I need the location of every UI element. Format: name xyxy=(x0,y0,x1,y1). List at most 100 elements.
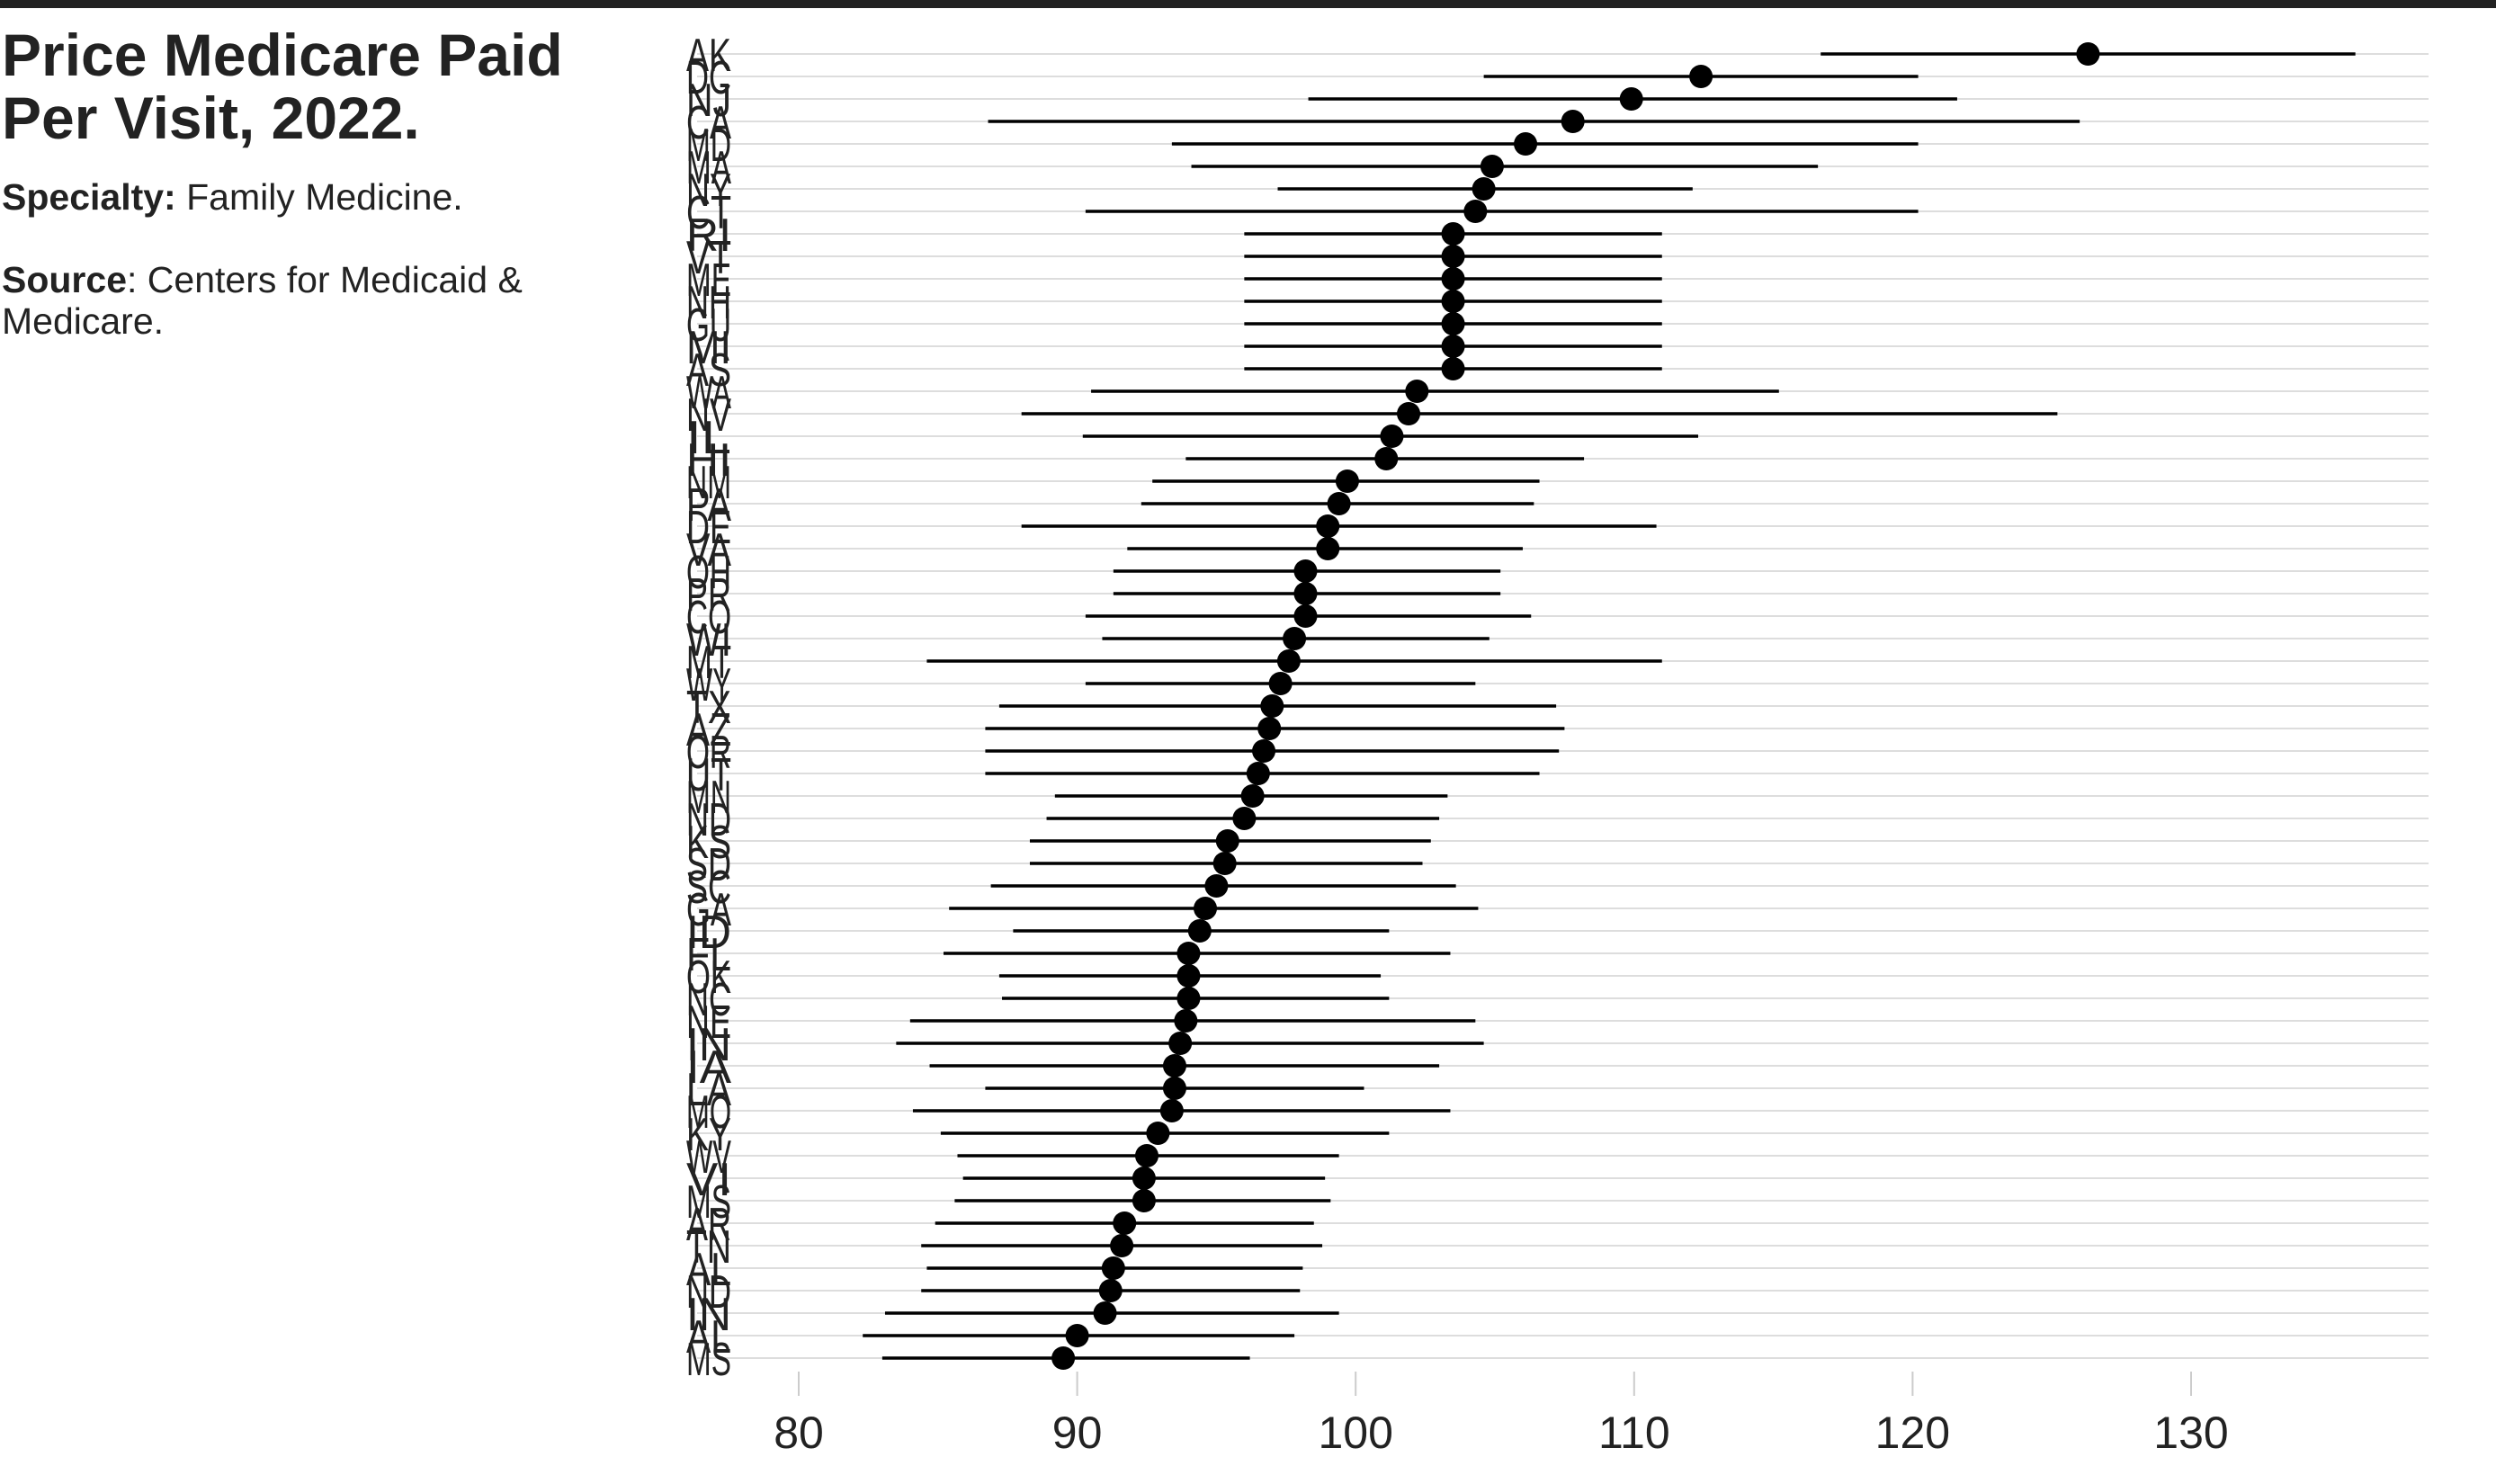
state-label: VA xyxy=(686,524,731,577)
specialty-label: Specialty: xyxy=(2,176,176,218)
state-label: CA xyxy=(686,97,731,149)
point-me xyxy=(1441,267,1465,291)
point-nc xyxy=(1176,987,1201,1010)
state-label: WI xyxy=(686,614,731,666)
point-la xyxy=(1162,1077,1186,1100)
state-label: ND xyxy=(686,1266,731,1319)
point-ut xyxy=(1246,762,1270,785)
state-label: SC xyxy=(686,862,731,914)
state-label: IN xyxy=(686,1019,731,1071)
state-label: UT xyxy=(686,749,731,801)
chart-title: Price Medicare Paid Per Visit, 2022. xyxy=(2,22,563,151)
state-label: GU xyxy=(686,299,731,352)
point-ar xyxy=(1113,1211,1137,1235)
state-label: MA xyxy=(686,142,731,194)
value-points xyxy=(1051,42,2100,1370)
state-label: IN xyxy=(686,1289,731,1341)
state-label: CT xyxy=(686,187,731,239)
state-label: AZ xyxy=(686,704,731,756)
specialty-value: Family Medicine. xyxy=(175,176,463,218)
point-ky xyxy=(1146,1122,1170,1145)
point-ne xyxy=(1174,1009,1198,1033)
point-va xyxy=(1316,537,1340,560)
state-label: KS xyxy=(686,817,731,869)
point-or xyxy=(1252,739,1276,763)
point-az xyxy=(1257,717,1282,740)
state-label: WV xyxy=(686,1131,731,1184)
state-label: VI xyxy=(686,1154,731,1206)
x-tick-label: 130 xyxy=(2153,1408,2228,1458)
x-tick-label: 80 xyxy=(774,1408,824,1458)
point-mi xyxy=(1441,335,1465,358)
point-nh xyxy=(1441,290,1465,313)
state-label: AL xyxy=(686,1311,731,1363)
state-label: DC xyxy=(686,52,731,104)
point-nv xyxy=(1397,402,1421,425)
point-in xyxy=(1093,1301,1117,1325)
state-label: NY xyxy=(686,165,731,217)
point-mn xyxy=(1240,784,1265,808)
point-ms xyxy=(1051,1346,1076,1370)
point-wi xyxy=(1283,627,1307,650)
point-wv xyxy=(1135,1144,1159,1167)
state-label: OK xyxy=(686,952,731,1004)
state-label: OH xyxy=(686,547,731,599)
point-co xyxy=(1293,604,1318,628)
state-label: TX xyxy=(686,682,731,734)
point-ok xyxy=(1176,964,1201,988)
point-pa xyxy=(1327,492,1351,515)
state-label: NV xyxy=(686,389,731,442)
point-as xyxy=(1441,357,1465,380)
state-label: MO xyxy=(686,1086,731,1139)
point-id xyxy=(1187,919,1212,943)
point-al xyxy=(1101,1256,1125,1280)
point-nm xyxy=(1335,469,1359,493)
point-sd xyxy=(1212,852,1237,875)
state-label: ID xyxy=(686,907,731,959)
point-nd xyxy=(1232,807,1257,830)
point-ak xyxy=(2076,42,2100,66)
state-label: DE xyxy=(686,502,731,554)
point-tn xyxy=(1110,1234,1134,1257)
state-label: AL xyxy=(686,1244,731,1296)
state-label: MI xyxy=(686,322,731,374)
point-vt xyxy=(1441,245,1465,268)
source-line: Source: Centers for Medicaid & Medicare. xyxy=(2,259,631,342)
point-wy xyxy=(1268,672,1293,695)
state-label: PA xyxy=(686,479,731,532)
state-label: NH xyxy=(686,277,731,329)
state-label: AS xyxy=(686,344,731,397)
state-label: VT xyxy=(686,232,731,284)
state-label: KY xyxy=(686,1109,731,1161)
point-ia xyxy=(1162,1054,1186,1077)
point-il xyxy=(1380,425,1404,448)
state-label: IL xyxy=(686,412,731,464)
point-nj xyxy=(1619,87,1643,111)
state-label: MN xyxy=(686,772,731,824)
x-tick-label: 90 xyxy=(1052,1408,1103,1458)
state-labels: AKDCNJCAMDMANYCTRIVTMENHGUMIASWANVILHINM… xyxy=(686,30,731,1386)
state-label: RI xyxy=(686,210,731,262)
state-label: FL xyxy=(686,929,731,981)
point-dc xyxy=(1689,65,1713,88)
source-label: Source xyxy=(2,259,127,300)
point-mo xyxy=(1159,1099,1184,1122)
point-sc xyxy=(1204,874,1229,898)
state-label: CO xyxy=(686,592,731,644)
point-fl xyxy=(1176,942,1201,965)
point-ca xyxy=(1561,110,1585,133)
point-hi xyxy=(1374,447,1399,470)
point-mt xyxy=(1276,649,1301,673)
state-label: WA xyxy=(686,367,731,419)
state-label: MD xyxy=(686,120,731,172)
point-oh xyxy=(1293,559,1318,583)
state-label: PR xyxy=(686,569,731,621)
state-label: ND xyxy=(686,794,731,846)
state-label: HI xyxy=(686,434,731,487)
grid-lines xyxy=(697,53,2429,1359)
state-label: IA xyxy=(686,1041,731,1094)
state-label: AK xyxy=(686,30,731,82)
point-md xyxy=(1514,132,1538,156)
point-gu xyxy=(1441,312,1465,335)
chart-header: Price Medicare Paid Per Visit, 2022. Spe… xyxy=(2,23,631,342)
